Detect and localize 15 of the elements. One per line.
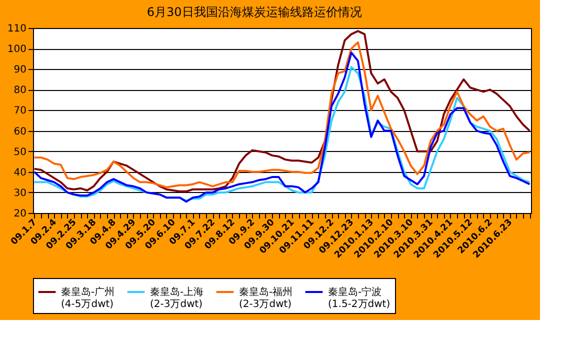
y-tick-label: 30 <box>14 188 26 199</box>
legend-label: 秦皇岛-宁波 (1.5-2万dwt) <box>328 286 390 310</box>
y-tick-label: 70 <box>14 106 26 117</box>
y-tick-label: 90 <box>14 64 26 76</box>
y-tick-label: 60 <box>14 126 26 138</box>
y-tick-label: 80 <box>14 85 26 96</box>
y-tick-label: 20 <box>14 208 26 220</box>
legend-label: 秦皇岛-上海 (2-3万dwt) <box>150 286 204 310</box>
y-tick-label: 50 <box>14 146 26 158</box>
y-tick-label: 110 <box>7 24 26 34</box>
y-tick-label: 40 <box>14 167 26 178</box>
y-tick-label: 100 <box>7 44 26 56</box>
legend-label: 秦皇岛-福州 (2-3万dwt) <box>239 286 293 310</box>
legend-label: 秦皇岛-广州 (4-5万dwt) <box>61 286 115 310</box>
chart-title: 6月30日我国沿海煤炭运输线路运价情况 <box>146 5 362 19</box>
